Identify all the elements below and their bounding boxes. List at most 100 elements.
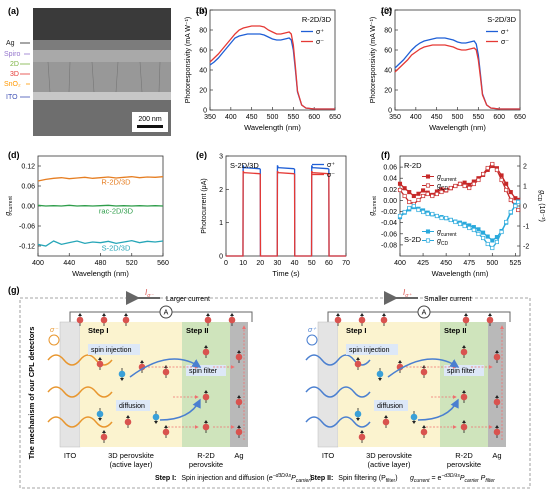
y-tick-label: -0.12 <box>19 244 35 251</box>
data-point <box>516 207 521 213</box>
data-point <box>481 171 486 177</box>
spin-arrowhead <box>398 360 402 363</box>
x-tick-label: 400 <box>32 260 44 267</box>
layer-3d <box>80 322 182 447</box>
y-tick-label: 80 <box>384 28 392 35</box>
data-point <box>485 241 490 247</box>
series-line <box>37 176 164 182</box>
carrier <box>122 316 130 324</box>
spin-arrowhead <box>462 345 466 348</box>
carrier <box>358 316 366 324</box>
x-tick-label: 560 <box>157 260 169 267</box>
spin-arrowhead <box>378 378 382 381</box>
spin-injection-label: spin injection <box>349 347 390 354</box>
series-line <box>226 170 346 257</box>
polarization-icon <box>48 334 60 346</box>
carrier <box>334 316 342 324</box>
light-label: σ⁺ <box>308 327 317 334</box>
data-point <box>490 238 495 243</box>
label-3d: 3D perovskite <box>366 451 412 460</box>
carrier <box>100 433 108 441</box>
x-axis-label: Wavelength (nm) <box>244 123 301 132</box>
spin-arrowhead <box>154 421 158 424</box>
panel-g-side-title: The mechanism of our CPL detectors <box>27 327 36 460</box>
data-point <box>508 190 513 195</box>
data-point <box>411 203 416 209</box>
spin-arrowhead <box>206 313 210 316</box>
current-text: Larger current <box>166 296 210 303</box>
diffusion-box <box>374 400 408 411</box>
data-point <box>416 197 421 203</box>
y-right-tick-label: 1 <box>523 184 527 191</box>
carrier <box>410 413 418 421</box>
spin-arrowhead <box>204 420 208 423</box>
y-tick-label: 0.00 <box>383 198 397 205</box>
panel-letter: (d) <box>8 150 20 160</box>
data-point <box>471 227 476 233</box>
chart-f: (f) 400 425 450 475 500 525 -0.08 -0.06 -0.04 -0.0… <box>369 150 545 278</box>
label-ag: Ag <box>492 451 501 460</box>
y-tick-label: 0.06 <box>383 165 397 172</box>
data-point <box>434 213 439 219</box>
layer-brackets <box>20 42 30 98</box>
spin-arrowhead <box>336 313 340 316</box>
spin-arrowhead <box>382 313 386 316</box>
y-tick-label: 0 <box>219 254 223 261</box>
data-point <box>508 209 513 215</box>
spin-arrowhead <box>356 418 360 421</box>
data-point <box>425 191 430 197</box>
y-axis-label: Photocurrent (μA) <box>201 178 208 233</box>
spin-arrowhead <box>98 357 102 360</box>
carrier <box>354 360 362 368</box>
mechanism-left: A Iσ⁻ Larger current Step I Step II σ⁻ spin in… <box>47 288 253 469</box>
panel-g-frame <box>19 297 531 489</box>
light-wave <box>47 386 113 398</box>
x-tick-label: 440 <box>63 260 75 267</box>
data-point <box>457 221 463 227</box>
spin-arrowhead <box>124 313 128 316</box>
label-ag: Ag <box>234 451 243 460</box>
y-tick-label: 1 <box>219 220 223 227</box>
spin-injection-box <box>346 344 398 355</box>
spin-arrowhead <box>462 420 466 423</box>
y-right-tick-label: -1 <box>523 224 529 231</box>
spin-arrowhead <box>356 357 360 360</box>
spin-arrowhead <box>98 418 102 421</box>
y-tick-label: 100 <box>195 8 207 15</box>
data-point <box>416 191 421 196</box>
step1-label: Step I <box>88 326 108 335</box>
ammeter <box>417 305 431 319</box>
y-tick-label: -0.02 <box>381 209 397 216</box>
spin-arrowhead <box>164 425 168 428</box>
carrier <box>96 410 104 418</box>
y-axis-label: Photoresponsivity (mA W⁻¹) <box>185 17 192 104</box>
step1-label: Step I <box>346 326 366 335</box>
step2-label: Step II <box>186 326 209 335</box>
y-tick-label: 0.00 <box>21 204 35 211</box>
y-axis-label: gcurrent <box>5 196 14 216</box>
y-tick-label: 40 <box>384 68 392 75</box>
diffusion-box <box>116 400 150 411</box>
spin-arrowhead <box>237 350 241 353</box>
carrier <box>358 433 366 441</box>
carrier <box>462 316 470 324</box>
data-point <box>467 225 472 231</box>
data-point <box>485 234 490 239</box>
panel-letter: (b) <box>196 6 208 16</box>
diffusion-label: diffusion <box>119 403 145 410</box>
spin-arrowhead <box>126 415 130 418</box>
carrier <box>202 393 210 401</box>
spin-arrowhead <box>464 313 468 316</box>
panel-g-letter: (g) <box>8 285 20 295</box>
x-tick-label: 450 <box>440 260 452 267</box>
carrier <box>235 353 243 361</box>
chart-annotation: S-2D/3D <box>230 161 259 170</box>
layer-label-ag: Ag <box>6 40 15 47</box>
layer-ag <box>488 322 506 447</box>
data-point <box>490 245 495 251</box>
y-right-tick-label: 0 <box>523 204 527 211</box>
spin-filter-box <box>186 365 226 376</box>
layer-3d <box>338 322 440 447</box>
y-tick-label: -0.08 <box>381 242 397 249</box>
